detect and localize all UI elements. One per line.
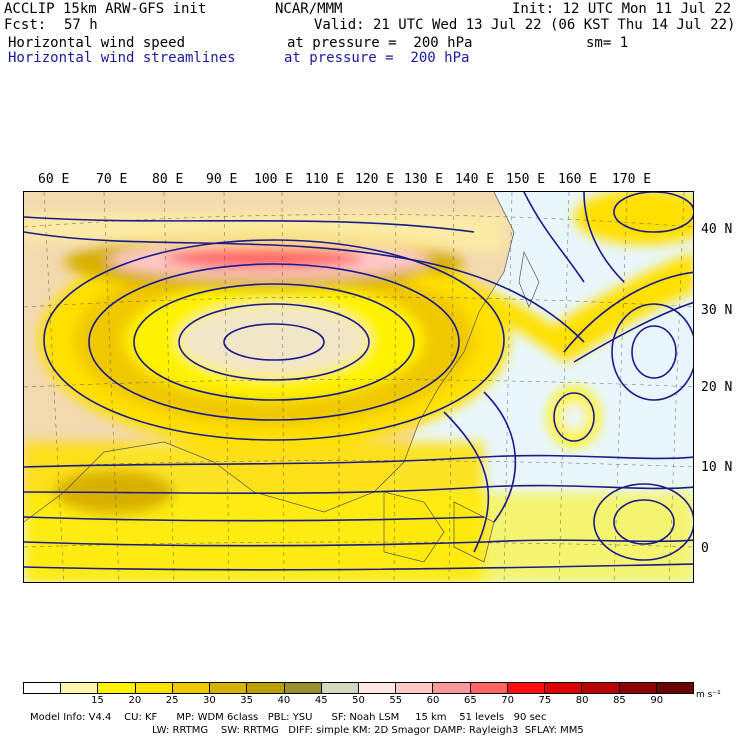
colorbar-swatch (545, 683, 583, 693)
field1-name: Horizontal wind speed (8, 35, 186, 51)
colorbar-label: 45 (314, 695, 328, 706)
colorbar-swatch (619, 683, 657, 693)
footer-physics-info: LW: RRTMG SW: RRTMG DIFF: simple KM: 2D … (152, 725, 584, 736)
colorbar-label: 65 (463, 695, 477, 706)
graticule (24, 192, 693, 582)
colorbar-swatch (284, 683, 322, 693)
longitude-label: 100 E (254, 172, 294, 187)
coastlines (24, 192, 540, 563)
colorbar-swatch (433, 683, 471, 693)
wind-streamlines (24, 192, 693, 571)
field2-level: at pressure = 200 hPa (284, 50, 470, 66)
longitude-label: 60 E (38, 172, 70, 187)
forecast-hours: 57 h (64, 17, 98, 33)
longitude-label: 80 E (152, 172, 184, 187)
latitude-label: 20 N (701, 380, 733, 395)
colorbar-swatch (61, 683, 99, 693)
colorbar-label: 15 (91, 695, 104, 706)
colorbar-swatch (321, 683, 359, 693)
longitude-label: 150 E (506, 172, 546, 187)
colorbar-label: 85 (613, 695, 626, 706)
colorbar-swatch (582, 683, 620, 693)
latitude-label: 40 N (701, 222, 733, 237)
colorbar-label: 30 (203, 695, 216, 706)
colorbar-swatch (210, 683, 248, 693)
colorbar-label: 90 (650, 695, 664, 706)
latitude-label: 0 (701, 541, 709, 556)
field2-name: Horizontal wind streamlines (8, 50, 236, 66)
colorbar-label: 50 (352, 695, 365, 706)
wind-map-canvas (24, 192, 693, 582)
colorbar-label: 80 (575, 695, 589, 706)
forecast-label: Fcst: (4, 17, 47, 33)
colorbar-unit: m s⁻¹ (696, 690, 721, 700)
longitude-label: 90 E (206, 172, 238, 187)
colorbar-label: 35 (240, 695, 254, 706)
footer-model-info: Model Info: V4.4 CU: KF MP: WDM 6class P… (30, 712, 547, 723)
colorbar-label: 55 (389, 695, 403, 706)
longitude-label: 140 E (455, 172, 495, 187)
longitude-label: 170 E (612, 172, 652, 187)
colorbar-swatch (24, 683, 62, 693)
latitude-label: 10 N (701, 460, 733, 475)
colorbar-swatch (172, 683, 211, 693)
colorbar-label: 20 (128, 695, 142, 706)
valid-time: Valid: 21 UTC Wed 13 Jul 22 (06 KST Thu … (314, 17, 736, 33)
longitude-label: 160 E (558, 172, 598, 187)
latitude-label: 30 N (701, 303, 733, 318)
colorbar-swatch (98, 683, 136, 693)
longitude-label: 70 E (96, 172, 128, 187)
colorbar-label: 75 (538, 695, 552, 706)
colorbar-swatch (396, 683, 434, 693)
wind-map (23, 191, 694, 583)
model-title: ACCLIP 15km ARW-GFS init (4, 1, 207, 17)
colorbar-label: 25 (165, 695, 179, 706)
colorbar-swatch (247, 683, 285, 693)
colorbar-swatch (135, 683, 173, 693)
org-label: NCAR/MMM (275, 1, 343, 17)
colorbar-swatch (358, 683, 397, 693)
field1-smoothing: sm= 1 (586, 35, 629, 51)
colorbar-label: 40 (277, 695, 291, 706)
colorbar-label: 60 (426, 695, 440, 706)
colorbar-swatch (507, 683, 546, 693)
longitude-label: 120 E (355, 172, 395, 187)
colorbar-label: 70 (501, 695, 514, 706)
colorbar-swatch (656, 683, 693, 693)
field1-level: at pressure = 200 hPa (287, 35, 473, 51)
longitude-label: 130 E (404, 172, 444, 187)
colorbar (23, 682, 694, 694)
colorbar-swatch (470, 683, 508, 693)
longitude-label: 110 E (305, 172, 345, 187)
init-time: Init: 12 UTC Mon 11 Jul 22 (512, 1, 732, 17)
